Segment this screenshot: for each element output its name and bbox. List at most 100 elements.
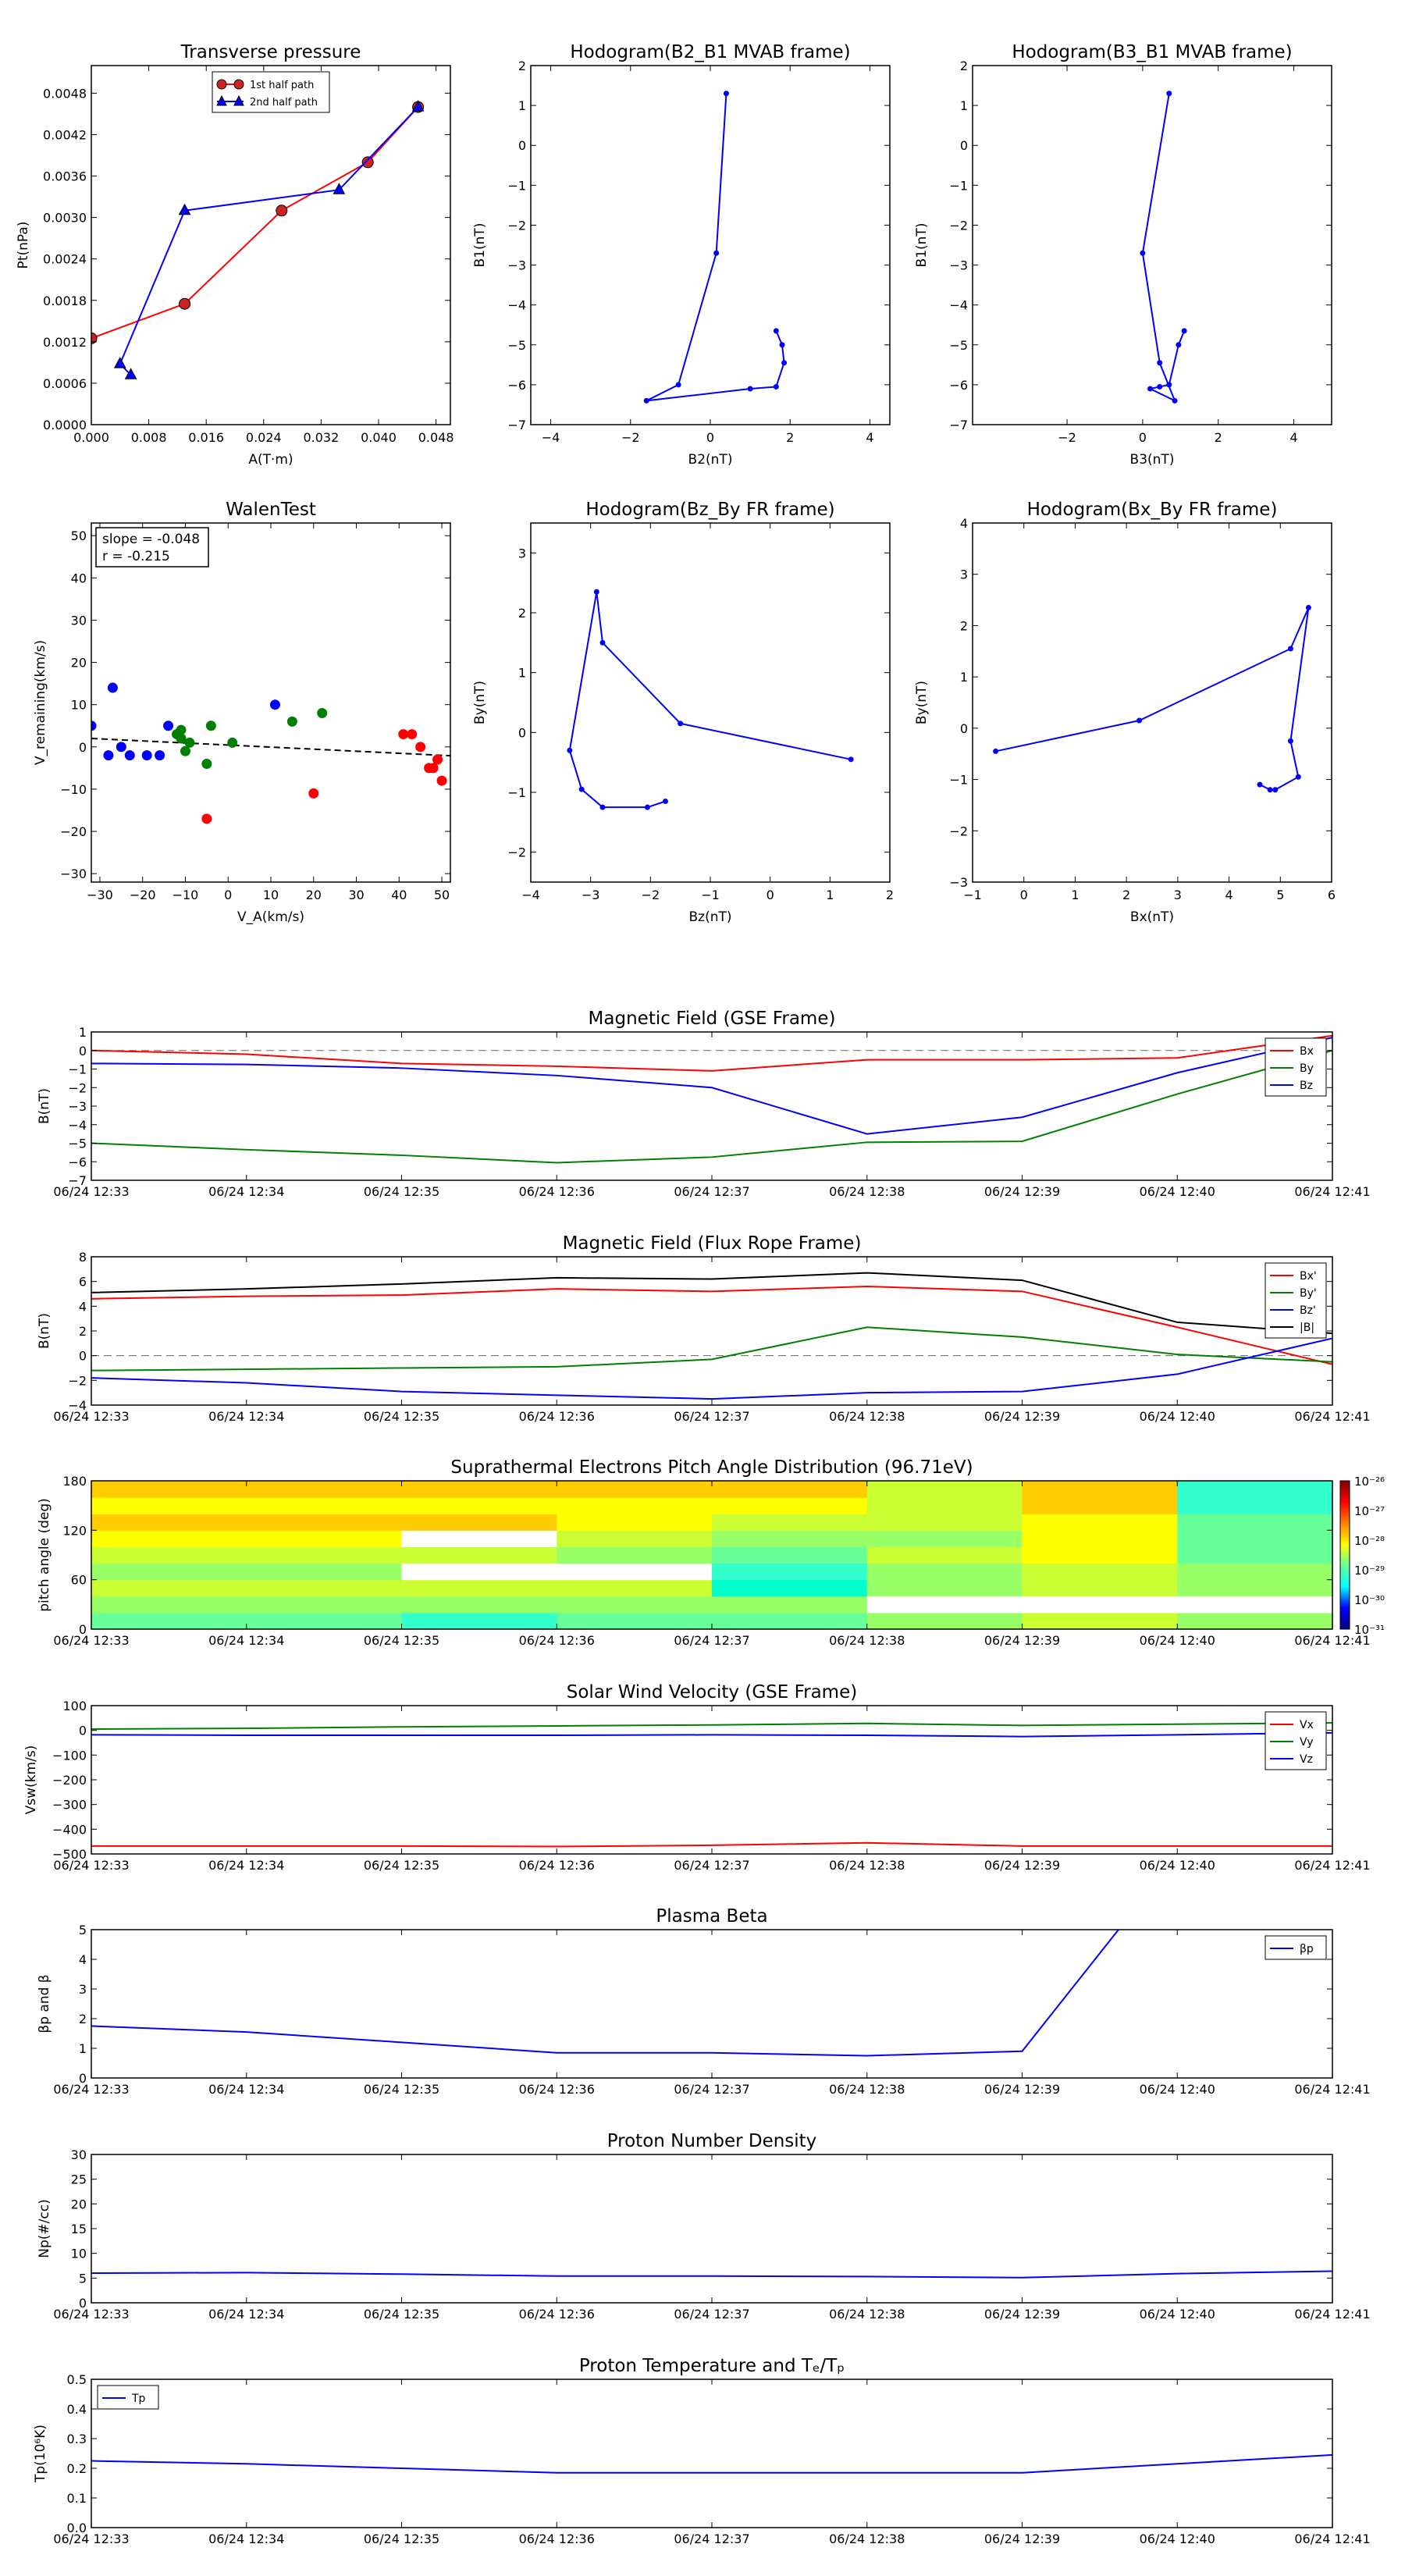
series-line [91,1731,1332,1738]
legend-label: Bx' [1300,1270,1317,1283]
data-point [124,368,137,379]
data-point [848,756,854,763]
chart-title: Magnetic Field (Flux Rope Frame) [563,1233,862,1254]
x-tick-label: 06/24 12:41 [1294,1409,1370,1424]
data-point [436,775,447,786]
y-tick-label: 30 [71,613,87,628]
y-tick-label: −5 [68,1137,87,1151]
heatmap-cell [557,1596,713,1614]
legend-label: βp [1300,1943,1314,1955]
x-tick-label: −2 [642,888,660,902]
y-axis-label: Np(#/cc) [37,2199,52,2258]
y-axis-label: pitch angle (deg) [37,1498,52,1612]
y-tick-label: −3 [949,875,968,890]
data-point [663,799,668,804]
x-axis-label: Bx(nT) [1130,909,1174,925]
x-tick-label: 0 [767,888,774,902]
x-tick-label: 06/24 12:35 [364,2082,439,2097]
heatmap-cell [91,1497,247,1514]
plot-area [91,1930,1120,2057]
legend: Vx Vy Vz [1264,1711,1327,1770]
y-tick-label: 0.0000 [43,418,87,432]
y-tick-label: 0.0 [67,2521,87,2535]
x-tick-label: 06/24 12:40 [1140,2307,1215,2322]
x-tick-label: 06/24 12:35 [364,1858,439,1873]
plot-area [91,682,450,824]
data-point [1172,397,1178,404]
legend: βp [1264,1935,1327,1960]
data-point [176,724,187,735]
series-line [91,1326,1332,1372]
y-tick-label: 2 [960,59,968,73]
y-tick-label: 0.0042 [43,127,87,142]
x-tick-label: 06/24 12:33 [53,1633,129,1648]
x-tick-label: 06/24 12:39 [984,1858,1060,1873]
chart-vsw: Solar Wind Velocity (GSE Frame) −500 −400 −… [23,1682,1371,1873]
x-tick-label: 06/24 12:38 [829,2082,905,2097]
y-tick-label: −4 [507,298,526,313]
y-tick-label: 1 [960,670,968,685]
heatmap-cell [91,1514,247,1531]
heatmap-cell [557,1514,713,1531]
y-tick-label: −200 [52,1773,87,1788]
x-axis-label: B3(nT) [1130,452,1175,468]
legend-label: Vx [1300,1719,1314,1731]
plot-area [91,1272,1332,1400]
data-point [141,750,152,761]
plot-frame [91,65,451,425]
data-point [1257,781,1263,788]
y-axis-label: By(nT) [914,681,930,724]
x-tick-label: 06/24 12:38 [829,2307,905,2322]
legend-label: |B| [1300,1322,1314,1334]
y-tick-label: 0.4 [67,2402,87,2417]
x-tick-label: 06/24 12:41 [1294,1184,1370,1199]
chart-title: Suprathermal Electrons Pitch Angle Distr… [450,1457,973,1478]
y-tick-label: −5 [949,338,968,353]
heatmap-cell [1177,1546,1333,1564]
y-tick-label: 1 [79,1025,87,1040]
y-tick-label: 120 [62,1523,87,1538]
chart-title: Proton Temperature and Tₑ/Tₚ [579,2356,845,2376]
legend-marker [216,94,227,106]
plot-frame [91,1929,1333,2079]
x-tick-label: 4 [1289,430,1297,445]
heatmap-cell [246,1563,402,1581]
data-point [91,720,97,731]
heatmap-cell [1022,1596,1178,1614]
y-tick-label: 10 [71,2247,87,2261]
y-tick-label: 25 [71,2172,87,2187]
heatmap-cell [401,1563,557,1581]
x-axis-label: V_A(km/s) [237,909,304,925]
y-tick-label: 0 [79,740,87,755]
data-point [415,742,426,753]
x-tick-label: 06/24 12:34 [208,1633,284,1648]
heatmap-cell [91,1596,247,1614]
data-point [163,720,174,731]
y-tick-label: −4 [949,298,968,313]
y-tick-label: 0.0006 [43,376,87,391]
chart-title: Magnetic Field (GSE Frame) [589,1009,836,1029]
x-tick-label: 4 [1225,888,1232,902]
legend-marker [233,79,244,90]
heatmap-cell [712,1563,868,1581]
y-tick-label: 2 [79,2012,87,2026]
y-tick-label: −6 [507,378,526,393]
chart-pad: Suprathermal Electrons Pitch Angle Distr… [37,1457,1385,1648]
series-line [91,1037,1332,1135]
heatmap-cell [1022,1497,1178,1514]
data-point [1287,646,1293,652]
y-axis-label: Vsw(km/s) [23,1745,39,1815]
x-tick-label: 06/24 12:40 [1140,1633,1215,1648]
y-tick-label: 50 [71,528,87,543]
x-tick-label: 2 [1215,430,1222,445]
x-tick-label: −1 [963,888,982,902]
y-tick-label: 0.0024 [43,252,87,267]
heatmap-cell [1177,1514,1333,1531]
x-tick-label: 06/24 12:41 [1294,1858,1370,1873]
heatmap-cell [1022,1481,1178,1498]
colorbar-label: 10⁻²⁶ [1354,1475,1385,1489]
data-point [107,682,118,693]
data-point [286,716,297,727]
x-tick-label: −2 [1058,430,1076,445]
